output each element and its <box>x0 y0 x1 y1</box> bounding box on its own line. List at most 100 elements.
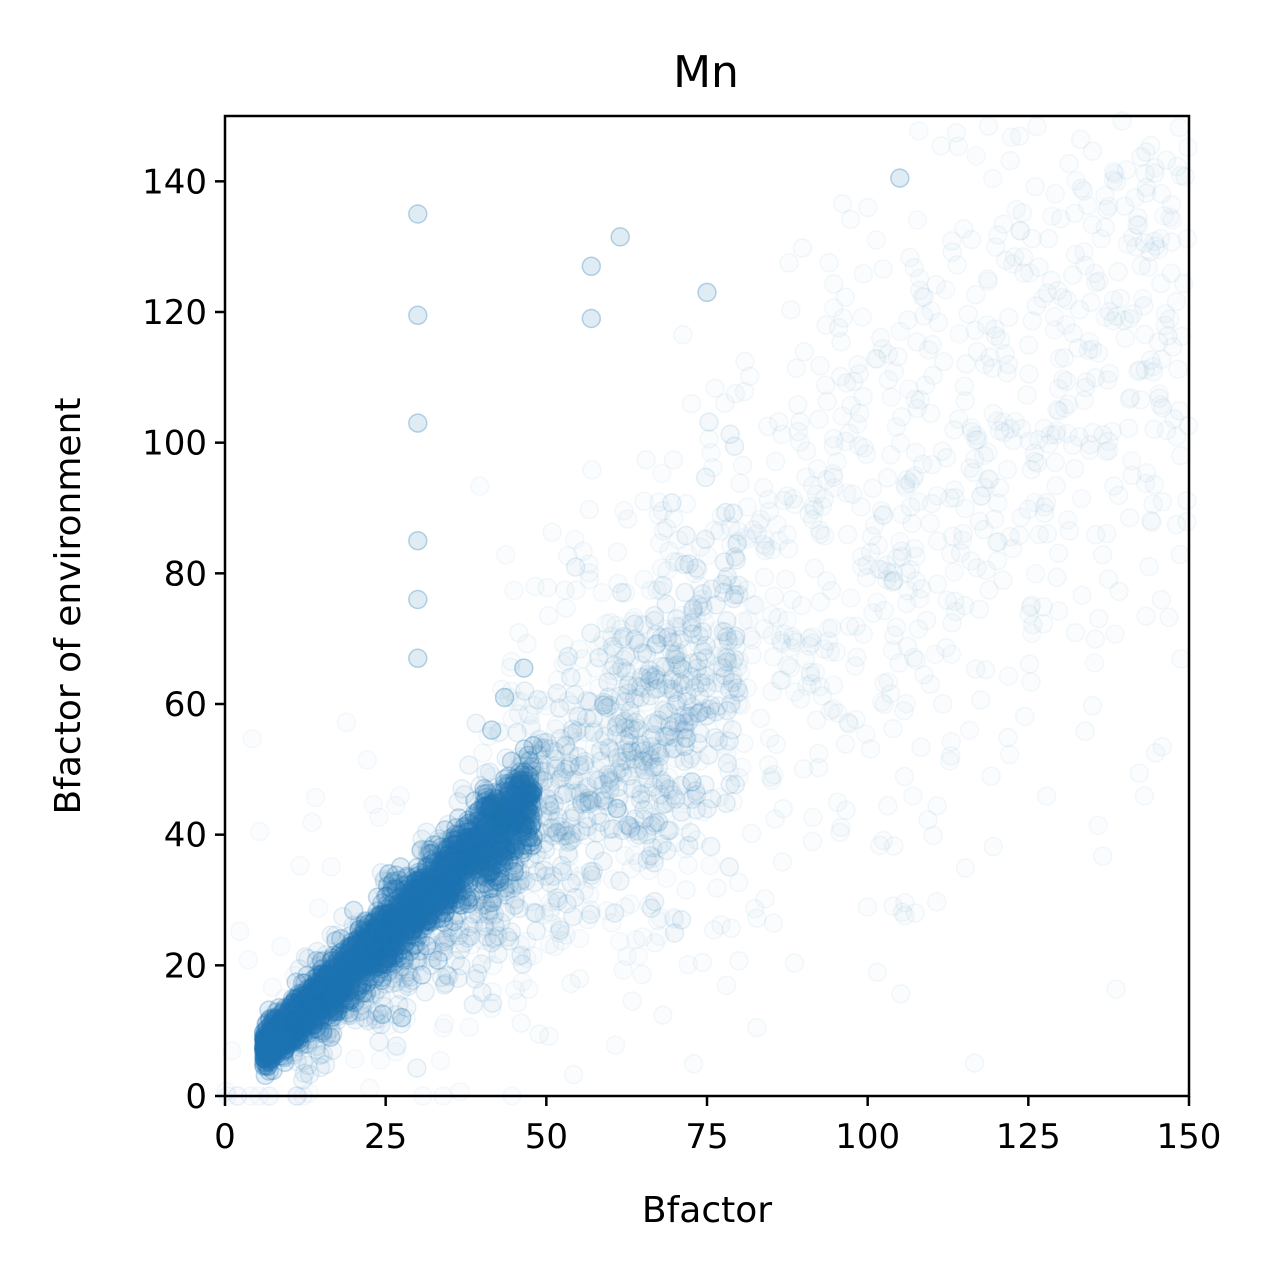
data-point <box>708 673 728 694</box>
data-point <box>709 787 730 807</box>
data-point <box>488 888 509 909</box>
data-point <box>340 975 361 995</box>
data-point <box>1170 544 1190 565</box>
data-point <box>429 877 449 897</box>
data-point <box>272 1011 292 1032</box>
data-point <box>570 928 590 949</box>
data-point <box>803 807 823 828</box>
data-point <box>271 936 291 957</box>
data-point <box>866 230 887 250</box>
data-point <box>255 1040 275 1060</box>
data-point <box>318 964 338 984</box>
notable-data-point <box>408 204 428 224</box>
data-point <box>306 995 327 1016</box>
data-point <box>817 391 837 412</box>
data-point <box>1095 307 1116 327</box>
data-point <box>500 814 521 835</box>
data-point <box>255 1047 276 1067</box>
data-point <box>301 995 322 1016</box>
data-point <box>579 554 599 574</box>
data-point <box>352 937 373 957</box>
data-point <box>572 649 593 669</box>
data-point <box>407 901 427 922</box>
data-point <box>648 505 669 525</box>
data-point <box>437 853 457 873</box>
data-point <box>852 557 872 578</box>
data-point <box>456 836 476 857</box>
data-point <box>369 936 389 957</box>
data-point <box>307 941 327 962</box>
data-point <box>655 777 675 798</box>
data-point <box>955 498 975 519</box>
data-point <box>341 936 361 957</box>
data-point <box>982 168 1003 189</box>
data-point <box>262 1034 283 1055</box>
data-point <box>269 1035 289 1056</box>
data-point <box>386 865 406 885</box>
data-point <box>852 307 872 327</box>
data-point <box>430 1050 451 1071</box>
data-point <box>939 751 960 771</box>
data-point <box>1142 512 1162 533</box>
data-point <box>634 569 654 590</box>
data-point <box>404 918 424 939</box>
data-point <box>455 839 475 859</box>
data-point <box>541 898 561 919</box>
data-point <box>438 862 458 883</box>
data-point <box>486 825 506 845</box>
data-point <box>481 998 502 1019</box>
data-point <box>546 880 567 900</box>
data-point <box>311 976 331 997</box>
data-point <box>410 902 430 922</box>
data-point <box>447 851 468 872</box>
notable-data-point <box>391 1007 412 1028</box>
data-point <box>1048 378 1069 399</box>
data-point <box>542 522 562 542</box>
data-point <box>862 478 883 498</box>
data-point <box>921 301 941 321</box>
data-point <box>676 880 696 900</box>
data-point <box>682 745 703 765</box>
data-point <box>381 928 402 949</box>
data-point <box>630 655 651 675</box>
data-point <box>424 900 445 920</box>
data-point <box>517 809 537 829</box>
data-point <box>782 589 802 610</box>
data-point <box>431 885 452 905</box>
data-point <box>433 866 453 886</box>
data-point <box>1075 721 1095 742</box>
data-point <box>463 994 484 1015</box>
x-axis: 0 25 50 75 100 125 150 <box>214 1096 1221 1157</box>
data-point <box>509 622 529 643</box>
data-point <box>490 808 510 828</box>
data-point <box>792 238 813 258</box>
data-point <box>459 873 479 893</box>
data-point <box>275 1025 295 1045</box>
data-point <box>473 743 493 763</box>
data-point <box>325 925 346 946</box>
data-point <box>1121 451 1142 471</box>
data-point <box>683 603 703 623</box>
data-point <box>382 928 403 949</box>
data-point <box>354 956 375 976</box>
data-point <box>255 1041 275 1061</box>
data-point <box>349 912 369 932</box>
data-point <box>965 320 986 341</box>
data-point <box>301 997 322 1018</box>
data-point <box>284 1013 304 1034</box>
data-point <box>255 1065 276 1086</box>
data-point <box>304 993 325 1013</box>
data-point <box>1002 254 1023 274</box>
data-point <box>1106 979 1126 999</box>
data-point <box>747 1017 767 1038</box>
data-point <box>656 738 677 758</box>
data-point <box>414 873 435 894</box>
data-point <box>467 827 487 848</box>
data-point <box>285 989 306 1010</box>
data-point <box>328 951 348 971</box>
data-point <box>520 785 540 806</box>
data-point <box>323 968 344 988</box>
y-tick-label: 140 <box>142 162 207 202</box>
data-point <box>781 300 801 320</box>
